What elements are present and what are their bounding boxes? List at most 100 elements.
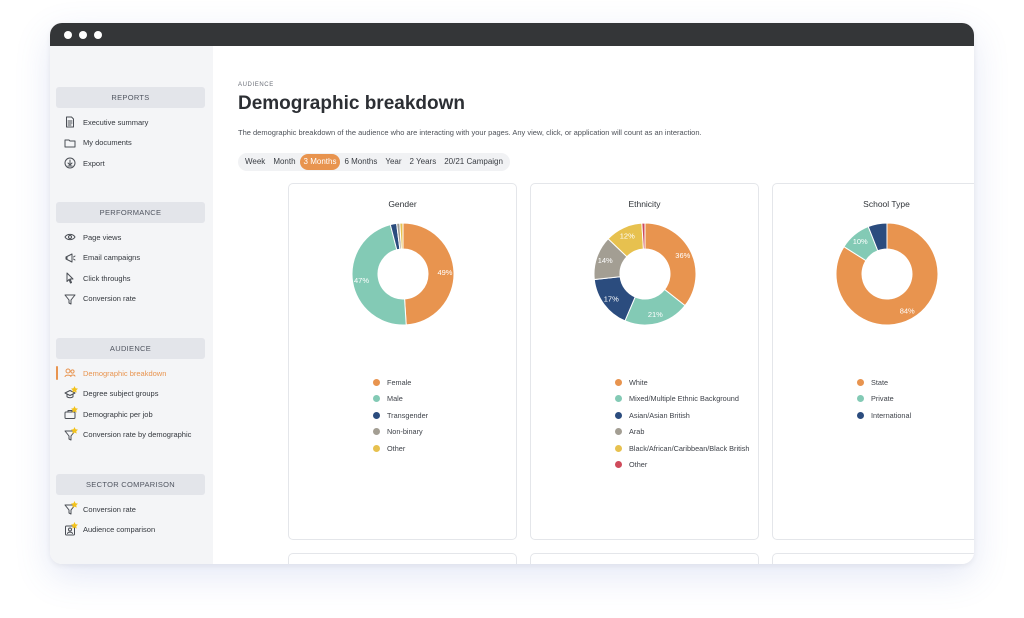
sidebar-item-page-views[interactable]: Page views xyxy=(64,229,121,245)
pie-data-label: 10% xyxy=(853,237,868,246)
graduation-cap-icon xyxy=(64,385,78,400)
sidebar-item-executive-summary[interactable]: Executive summary xyxy=(64,114,148,130)
tab-3-months[interactable]: 3 Months xyxy=(299,154,341,170)
sidebar-item-label: My documents xyxy=(83,138,132,147)
legend-label: Mixed/Multiple Ethnic Background xyxy=(629,394,739,404)
pie-data-label: 21% xyxy=(648,310,663,319)
sidebar-item-demographic-breakdown[interactable]: Demographic breakdown xyxy=(64,365,166,381)
chart-legend: State Private International xyxy=(857,374,911,424)
tab-year[interactable]: Year xyxy=(385,157,402,166)
sidebar-item-label: Page views xyxy=(83,232,122,242)
briefcase-icon xyxy=(64,406,78,420)
pie-data-label: 17% xyxy=(604,295,619,304)
time-range-tabs: Week Month 3 Months 6 Months Year 2 Years 20/2… xyxy=(238,153,510,171)
tab-2-years[interactable]: 2 Years xyxy=(409,157,437,166)
page-title: Demographic breakdown xyxy=(238,93,465,114)
chart-card-degree-subject-category: Degree Subject Category xyxy=(530,553,759,564)
legend-item: White xyxy=(615,374,749,391)
breadcrumb: AUDIENCE xyxy=(238,82,274,88)
id-badge-icon xyxy=(64,521,78,536)
legend-swatch xyxy=(615,411,622,419)
pie-data-label: 14% xyxy=(598,256,613,265)
sidebar-item-label: Demographic per job xyxy=(83,409,153,419)
tab-month[interactable]: Month xyxy=(273,157,296,166)
legend-label: Black/African/Caribbean/Black British xyxy=(629,443,750,453)
document-icon xyxy=(64,116,76,128)
legend-swatch xyxy=(615,378,622,386)
legend-label: Female xyxy=(387,377,412,387)
sidebar-item-audience-comparison[interactable]: Audience comparison xyxy=(64,521,156,538)
tab-6-months[interactable]: 6 Months xyxy=(344,157,378,166)
funnel-icon xyxy=(64,426,78,441)
pie-slice-white xyxy=(644,222,697,307)
sidebar-item-conversion-rate-by-demographic[interactable]: Conversion rate by demographic xyxy=(64,426,192,443)
sidebar-item-conversion-rate[interactable]: Conversion rate xyxy=(64,501,136,517)
legend-label: White xyxy=(629,377,648,387)
chart-card-gender: Gender 49% 47% Female Male Transgender Non-bin… xyxy=(288,183,517,540)
chart-title: Gender xyxy=(388,199,417,209)
donut-chart: 49% 47% xyxy=(351,222,455,326)
sidebar-item-label: Export xyxy=(83,158,105,168)
pie-data-label: 47% xyxy=(354,276,369,285)
sidebar-section-sector-comparison: SECTOR COMPARISON xyxy=(56,474,205,495)
legend-swatch xyxy=(373,378,380,386)
legend-swatch xyxy=(615,428,622,436)
legend-label: Asian/Asian British xyxy=(629,410,690,420)
legend-label: State xyxy=(871,377,889,387)
sidebar-item-conversion-rate[interactable]: Conversion rate xyxy=(64,291,136,307)
legend-item: Other xyxy=(615,457,749,474)
sidebar-item-label: Conversion rate xyxy=(83,504,136,514)
sidebar-item-demographic-per-job[interactable]: Demographic per job xyxy=(64,406,153,422)
pie-slice-male xyxy=(351,223,407,326)
megaphone-icon xyxy=(64,252,76,264)
chart-legend: White Mixed/Multiple Ethnic Background Asi… xyxy=(615,374,749,473)
tab-20-21-campaign[interactable]: 20/21 Campaign xyxy=(444,157,503,166)
legend-item: Transgender xyxy=(373,407,428,424)
legend-item: Non-binary xyxy=(373,424,428,441)
browser-window: REPORTS Executive summary My documents Expo… xyxy=(50,23,974,564)
sidebar-item-label: Click throughs xyxy=(83,273,131,283)
legend-label: Non-binary xyxy=(387,427,423,437)
pie-data-label: 49% xyxy=(437,268,452,277)
legend-label: Private xyxy=(871,394,894,404)
pie-slice-female xyxy=(402,222,455,326)
legend-item: Mixed/Multiple Ethnic Background xyxy=(615,391,749,408)
legend-item: Arab xyxy=(615,424,749,441)
legend-swatch xyxy=(373,444,380,452)
eye-icon xyxy=(64,231,76,243)
legend-swatch xyxy=(857,395,864,403)
legend-label: Male xyxy=(387,394,403,404)
legend-swatch xyxy=(615,461,622,469)
people-icon xyxy=(64,367,76,379)
cursor-icon xyxy=(64,272,76,284)
pie-slice-international xyxy=(867,222,888,252)
legend-item: Black/African/Caribbean/Black British xyxy=(615,440,749,457)
legend-swatch xyxy=(857,378,864,386)
legend-swatch xyxy=(373,428,380,436)
sidebar-section-reports: REPORTS xyxy=(56,87,205,108)
premium-star-icon xyxy=(71,521,78,529)
legend-swatch xyxy=(857,411,864,419)
premium-star-icon xyxy=(71,426,78,434)
sidebar-item-degree-subject-groups[interactable]: Degree subject groups xyxy=(64,385,158,402)
download-icon xyxy=(64,157,76,169)
sidebar-item-email-campaigns[interactable]: Email campaigns xyxy=(64,250,140,266)
sidebar-item-click-throughs[interactable]: Click throughs xyxy=(64,270,131,286)
chart-card-ethnicity: Ethnicity 36% 21% 17% 14% 12% White Mixed/Multi… xyxy=(530,183,759,540)
premium-star-icon xyxy=(71,406,78,413)
funnel-icon xyxy=(64,501,78,515)
sidebar-item-label: Conversion rate by demographic xyxy=(83,430,192,439)
pie-data-label: 12% xyxy=(620,231,635,240)
pie-slice-state xyxy=(835,222,939,326)
legend-swatch xyxy=(615,395,622,403)
sidebar-item-export[interactable]: Export xyxy=(64,155,105,171)
legend-swatch xyxy=(373,395,380,403)
pie-slice-other xyxy=(399,222,404,250)
sidebar-item-my-documents[interactable]: My documents xyxy=(64,135,132,151)
tab-week[interactable]: Week xyxy=(245,157,266,166)
pie-data-label: 36% xyxy=(675,251,690,260)
sidebar-item-label: Audience comparison xyxy=(83,525,156,534)
legend-label: International xyxy=(871,410,912,420)
chart-card-free-school-meals: Free School Meals xyxy=(772,553,974,564)
sidebar-section-audience: AUDIENCE xyxy=(56,338,205,359)
